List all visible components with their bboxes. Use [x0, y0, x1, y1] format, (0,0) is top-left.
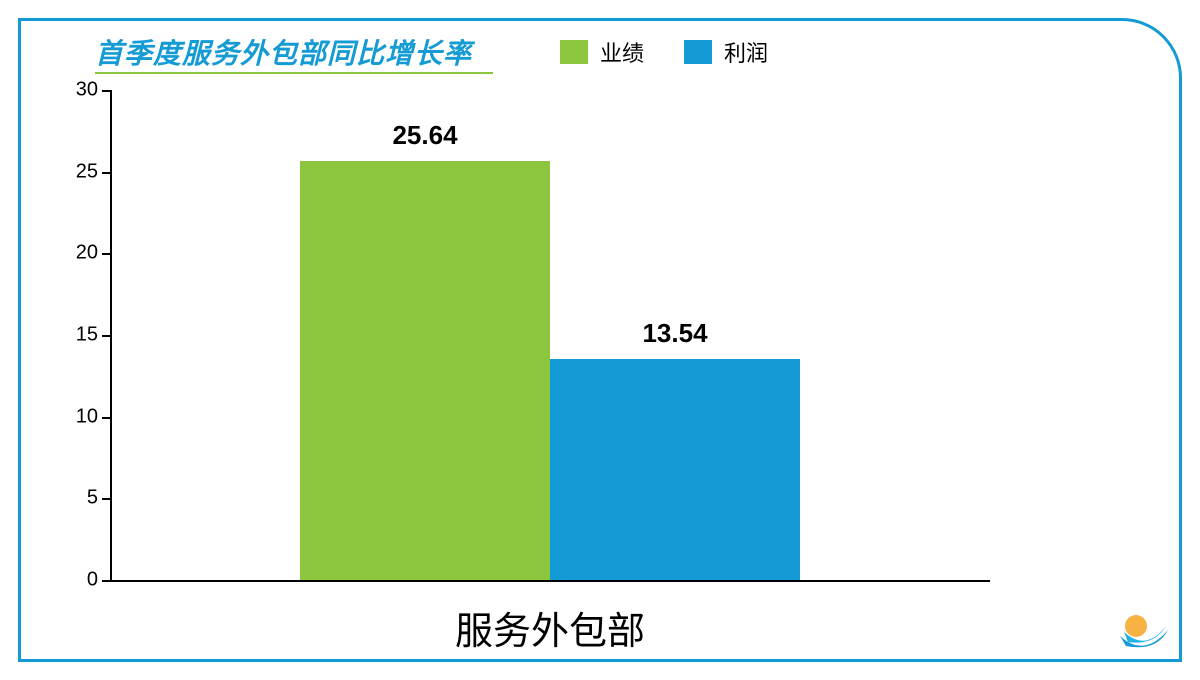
legend-label-0: 业绩	[600, 36, 644, 68]
y-axis	[110, 90, 112, 580]
title-underline	[95, 72, 493, 74]
legend-item: 利润	[684, 36, 768, 68]
y-tick	[102, 172, 110, 174]
legend-label-1: 利润	[724, 36, 768, 68]
chart-plot-area: 051015202530 25.64 13.54 服务外包部	[110, 90, 990, 580]
y-tick-label: 30	[58, 79, 98, 102]
y-tick-label: 20	[58, 242, 98, 265]
legend-swatch-1	[684, 40, 712, 64]
x-axis	[110, 580, 990, 582]
y-tick	[102, 417, 110, 419]
legend-item: 业绩	[560, 36, 644, 68]
legend-swatch-0	[560, 40, 588, 64]
y-tick-label: 25	[58, 160, 98, 183]
y-tick	[102, 90, 110, 92]
bar-profit	[550, 359, 800, 580]
chart-title: 首季度服务外包部同比增长率	[95, 32, 472, 72]
bar-value-label-1: 13.54	[642, 318, 707, 349]
bar-performance	[300, 161, 550, 580]
y-tick-label: 10	[58, 405, 98, 428]
y-tick	[102, 498, 110, 500]
brand-logo-icon	[1116, 602, 1172, 658]
y-tick-label: 0	[58, 569, 98, 592]
bar-value-label-0: 25.64	[392, 120, 457, 151]
y-tick-label: 5	[58, 487, 98, 510]
y-tick	[102, 253, 110, 255]
y-tick-label: 15	[58, 324, 98, 347]
legend: 业绩 利润	[560, 36, 768, 68]
y-tick	[102, 580, 110, 582]
y-tick	[102, 335, 110, 337]
x-axis-category: 服务外包部	[455, 600, 645, 655]
